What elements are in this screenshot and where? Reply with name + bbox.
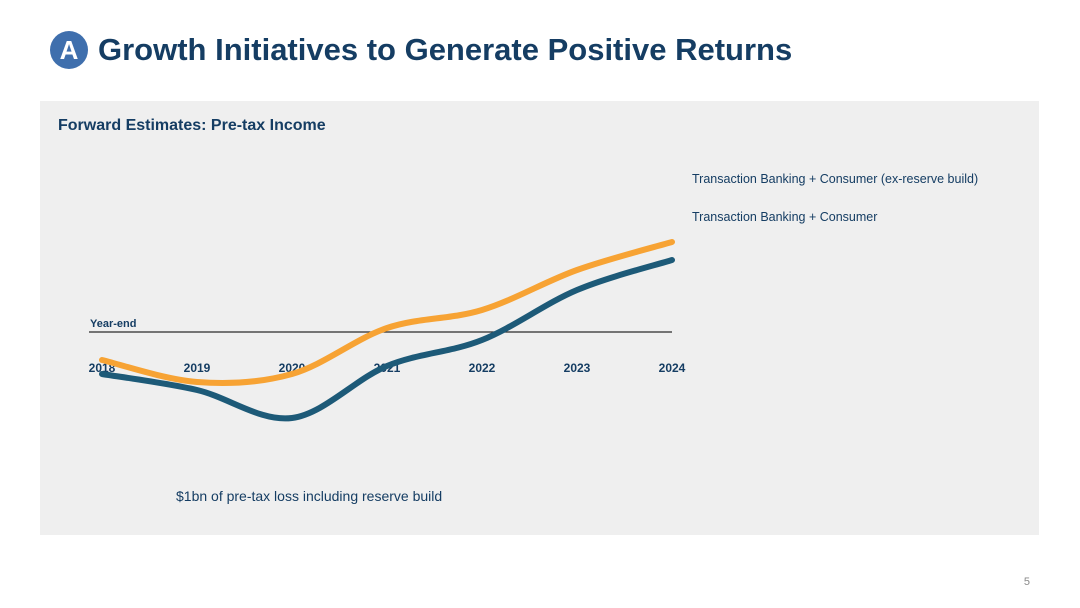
slide-header: A Growth Initiatives to Generate Positiv…	[50, 30, 792, 70]
chart-panel: Forward Estimates: Pre-tax Income Year-e…	[40, 101, 1039, 535]
loss-annotation: $1bn of pre-tax loss including reserve b…	[176, 488, 442, 504]
chart-title: Forward Estimates: Pre-tax Income	[58, 117, 326, 134]
section-badge: A	[50, 31, 88, 69]
baseline-label: Year-end	[90, 318, 136, 330]
series-line-1	[99, 239, 675, 387]
x-tick-label-2023: 2023	[564, 361, 591, 375]
series-label-1: Transaction Banking + Consumer (ex-reser…	[692, 172, 978, 186]
x-tick-label-2019: 2019	[184, 361, 211, 375]
page-number: 5	[1023, 576, 1030, 588]
slide-title: Growth Initiatives to Generate Positive …	[98, 32, 793, 67]
x-tick-label-2024: 2024	[659, 361, 686, 375]
series-line-2	[99, 257, 675, 422]
series-label-2: Transaction Banking + Consumer	[692, 210, 877, 224]
x-tick-label-2022: 2022	[469, 361, 496, 375]
